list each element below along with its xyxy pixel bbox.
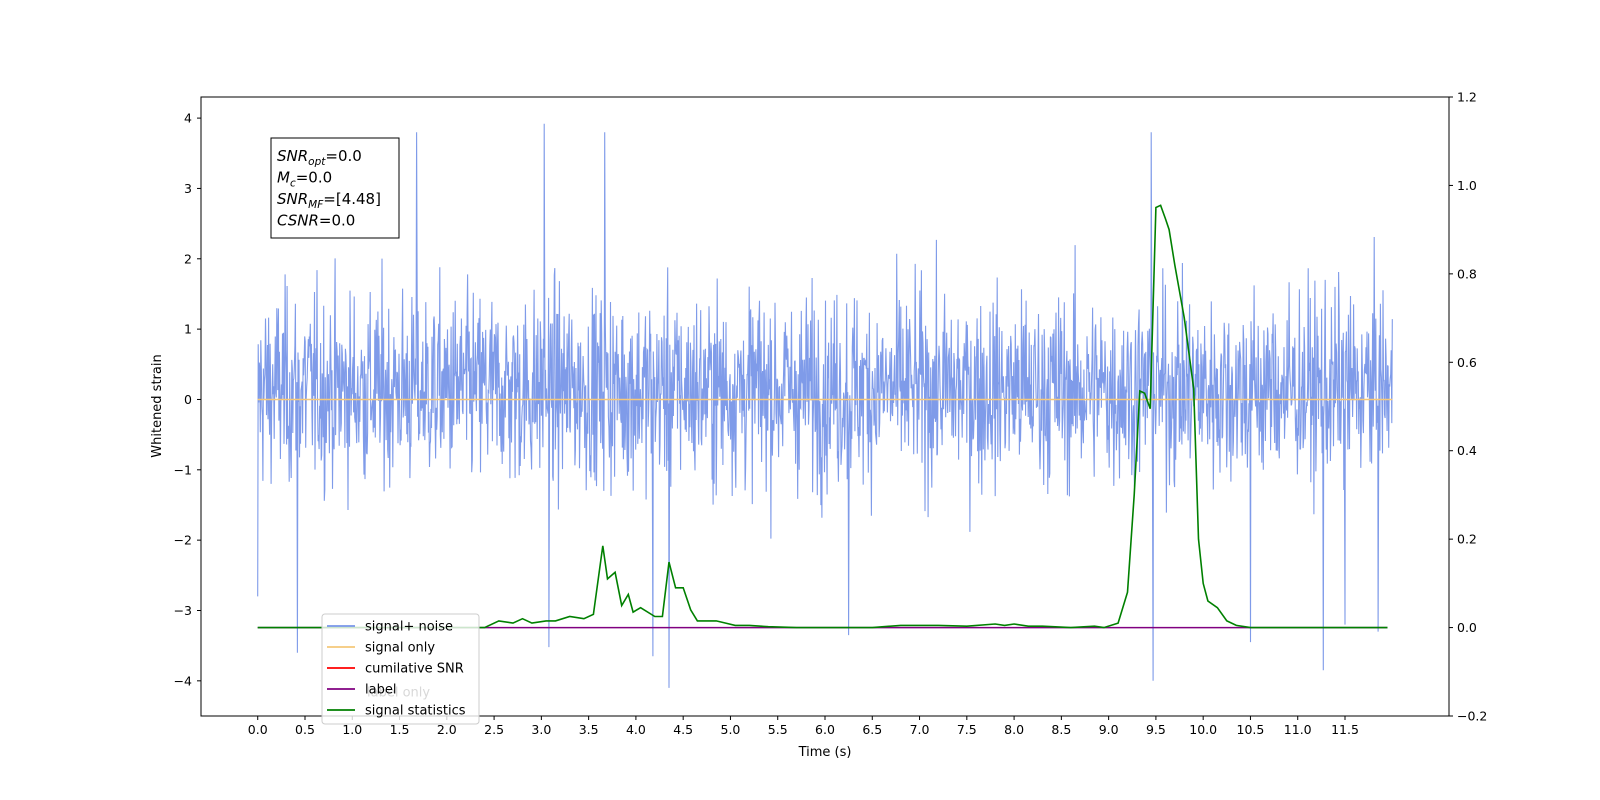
- annotation-symbol: SNR: [277, 190, 308, 208]
- annotation-line: SNRMF=[4.48]: [277, 190, 381, 211]
- y-axis-label: Whitened strain: [150, 354, 165, 457]
- legend-hidden-label: label only: [367, 686, 430, 701]
- legend-label: signal+ noise: [365, 620, 453, 635]
- legend-label: signal only: [365, 641, 435, 656]
- x-tick-label: 2.5: [484, 722, 504, 737]
- annotation-symbol: M: [277, 169, 290, 187]
- plot-area: [257, 123, 1393, 688]
- y2-tick-label: 0.8: [1457, 266, 1477, 281]
- annotation-value: =0.0: [325, 147, 361, 165]
- x-tick-label: 7.5: [957, 722, 977, 737]
- y2-tick-label: 1.2: [1457, 90, 1477, 105]
- x-tick-label: 4.0: [626, 722, 646, 737]
- annotation-line: SNRopt=0.0: [277, 147, 362, 168]
- annotation-value: =0.0: [319, 212, 355, 230]
- y-tick-label: 1: [184, 322, 192, 337]
- x-tick-label: 10.5: [1237, 722, 1265, 737]
- series-group: [257, 123, 1393, 688]
- y2-tick-label: 0.0: [1457, 620, 1477, 635]
- x-tick-label: 6.5: [862, 722, 882, 737]
- x-tick-label: 11.0: [1284, 722, 1312, 737]
- x-tick-label: 3.0: [531, 722, 551, 737]
- annotation-value: =[4.48]: [323, 190, 381, 208]
- y-tick-label: −3: [174, 603, 192, 618]
- legend-label: cumilative SNR: [365, 662, 464, 677]
- annotation-line: Mc=0.0: [277, 169, 332, 190]
- annotation-frame: [270, 137, 400, 239]
- x-tick-label: 10.0: [1189, 722, 1217, 737]
- y-tick-label: 4: [184, 111, 192, 126]
- y2-tick-label: 0.6: [1457, 355, 1477, 370]
- x-tick-label: 1.0: [342, 722, 362, 737]
- annotation-subscript: opt: [308, 156, 326, 168]
- annotation-subscript: MF: [308, 199, 324, 211]
- y2-tick-label: 0.4: [1457, 443, 1477, 458]
- y-axis-left: 4 3 2 1 0 −1 −2 −3 −4: [174, 111, 201, 688]
- y-tick-label: 2: [184, 251, 192, 266]
- annotation-line: CSNR=0.0: [277, 212, 355, 230]
- y2-tick-label: −0.2: [1457, 709, 1487, 724]
- legend-label: signal statistics: [365, 704, 466, 719]
- x-tick-label: 6.0: [815, 722, 835, 737]
- annotation-symbol: SNR: [277, 147, 308, 165]
- x-axis: 0.0 0.5 1.0 1.5 2.0 2.5 3.0 3.5 4.0 4.5 5.0 5.5 6.0 6…: [248, 716, 1359, 737]
- x-tick-label: 5.5: [768, 722, 788, 737]
- y-tick-label: −4: [174, 673, 192, 688]
- x-axis-label: Time (s): [798, 745, 852, 760]
- x-tick-label: 4.5: [673, 722, 693, 737]
- legend-label: label: [365, 683, 396, 698]
- series-signal-plus-noise-line: [257, 123, 1393, 688]
- y-tick-label: −2: [174, 533, 192, 548]
- x-tick-label: 7.0: [910, 722, 930, 737]
- x-tick-label: 0.0: [248, 722, 268, 737]
- y-tick-label: 0: [184, 392, 192, 407]
- x-tick-label: 9.0: [1099, 722, 1119, 737]
- y-axis-right: 1.2 1.0 0.8 0.6 0.4 0.2 0.0 −0.2: [1449, 90, 1487, 724]
- annotation-symbol: CSNR: [277, 212, 319, 230]
- y-tick-label: 3: [184, 181, 192, 196]
- x-tick-label: 5.0: [721, 722, 741, 737]
- x-tick-label: 2.0: [437, 722, 457, 737]
- x-tick-label: 9.5: [1146, 722, 1166, 737]
- legend-frame: [321, 613, 480, 725]
- annotation-subscript: c: [290, 178, 296, 190]
- x-tick-label: 8.0: [1004, 722, 1024, 737]
- x-tick-label: 0.5: [295, 722, 315, 737]
- x-tick-label: 11.5: [1331, 722, 1359, 737]
- y2-tick-label: 1.0: [1457, 178, 1477, 193]
- x-tick-label: 3.5: [579, 722, 599, 737]
- x-tick-label: 1.5: [390, 722, 410, 737]
- series-signal-statistics-line: [257, 204, 1388, 629]
- annotation-value: =0.0: [296, 169, 332, 187]
- y-tick-label: −1: [174, 462, 192, 477]
- legend: label only signal+ noise signal only cumila…: [321, 613, 480, 725]
- y2-tick-label: 0.2: [1457, 532, 1477, 547]
- x-tick-label: 8.5: [1051, 722, 1071, 737]
